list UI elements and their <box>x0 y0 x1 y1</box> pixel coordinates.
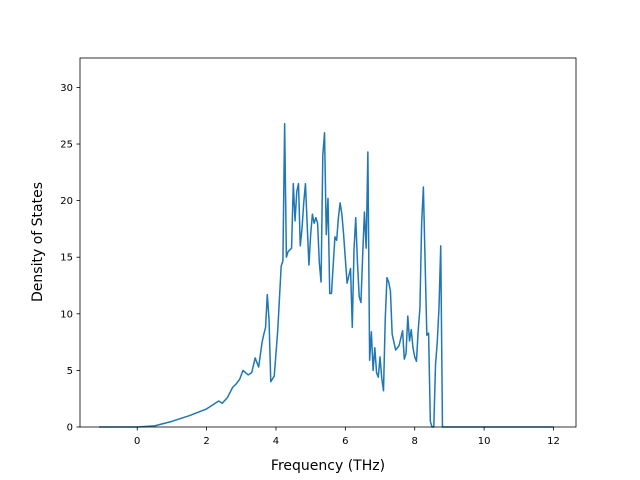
y-axis-label: Density of States <box>30 182 46 302</box>
axes-frame <box>79 57 577 428</box>
x-tick-label: 4 <box>273 436 279 447</box>
x-axis: 0 2 4 6 8 10 12 <box>134 427 560 447</box>
y-tick-label: 15 <box>60 253 73 264</box>
y-tick-label: 30 <box>60 83 73 94</box>
y-tick-label: 25 <box>60 140 73 151</box>
y-tick-label: 10 <box>60 309 73 320</box>
y-axis: 0 5 10 15 20 25 30 <box>60 83 80 434</box>
y-tick-label: 20 <box>60 196 73 207</box>
x-tick-label: 8 <box>412 436 418 447</box>
x-tick-label: 6 <box>342 436 348 447</box>
x-tick-label: 0 <box>134 436 140 447</box>
y-tick-label: 0 <box>67 423 73 434</box>
x-axis-label: Frequency (THz) <box>271 458 385 474</box>
x-tick-label: 10 <box>478 436 491 447</box>
x-tick-label: 12 <box>547 436 560 447</box>
x-tick-label: 2 <box>203 436 209 447</box>
y-tick-label: 5 <box>67 366 73 377</box>
